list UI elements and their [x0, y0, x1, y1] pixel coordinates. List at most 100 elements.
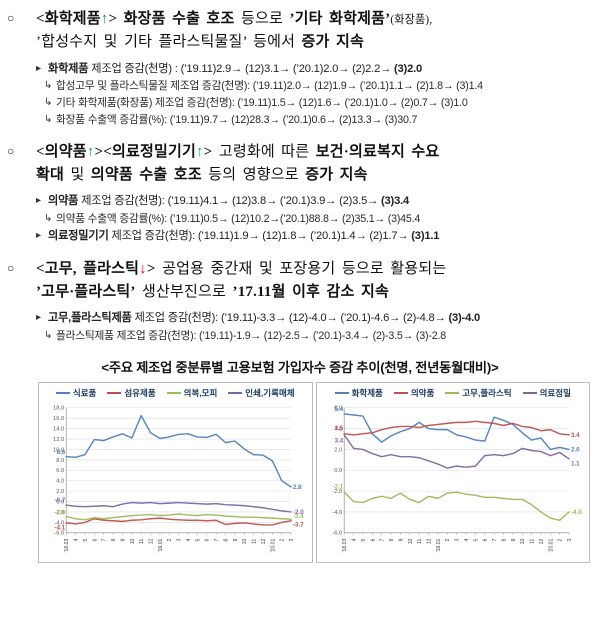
detail-subline: ↳ 기타 화학제품(화장품) 제조업 증감(천명): (’19.11)1.5→ (… — [44, 95, 594, 112]
legend-line-icon — [393, 392, 408, 395]
text-segment: ’고무·플라스틱’ — [36, 283, 136, 300]
svg-text:0.0: 0.0 — [334, 468, 342, 474]
svg-text:-3.7: -3.7 — [293, 521, 304, 528]
text-segment: 의약품 수출 호조 — [90, 167, 202, 184]
svg-text:5: 5 — [473, 538, 479, 541]
svg-text:'18.03: '18.03 — [64, 538, 70, 552]
svg-text:11: 11 — [139, 538, 145, 543]
legend-label: 인쇄,기록매체 — [245, 388, 295, 399]
legend-label: 고무,플라스틱 — [462, 388, 512, 399]
text-segment: > — [146, 260, 163, 277]
svg-text:-2.9: -2.9 — [55, 509, 66, 516]
svg-text:10: 10 — [130, 538, 136, 544]
text-segment: ’17.11월 이후 감소 지속 — [232, 283, 389, 300]
text-segment: 플라스틱제품 제조업 증감(천명): (’19.11)-1.9→ (12)-2.… — [56, 329, 446, 342]
svg-text:3: 3 — [177, 538, 183, 541]
svg-text:-6.0: -6.0 — [54, 531, 64, 537]
text-segment: (3)3.4 — [381, 195, 410, 208]
detail-line: ▸ 의료정밀기기 제조업 증감(천명): (’19.11)1.9→ (12)1.8… — [36, 228, 594, 246]
text-segment: 증가 지속 — [301, 34, 364, 51]
svg-text:4.0: 4.0 — [56, 478, 64, 484]
chart-right-svg: -6.0-4.0-2.00.02.04.06.0'18.03 4 5 6 7 8 9 10 11… — [332, 405, 582, 552]
text-segment: ><의료정밀기기 — [94, 143, 196, 160]
text-segment: <고무, 플라스틱 — [36, 260, 140, 277]
legend-label: 의약품 — [410, 388, 435, 399]
sub-arrow-icon: ↳ — [44, 80, 53, 92]
text-segment: (3)-4.0 — [448, 312, 481, 325]
triangle-bullet-icon: ▸ — [36, 312, 41, 324]
section-chemical-details: ▸ 화학제품 제조업 증감(천명) : (’19.11)2.9→ (12)3.1→… — [36, 61, 594, 129]
svg-text:2: 2 — [167, 538, 173, 541]
svg-text:8: 8 — [223, 538, 229, 541]
svg-text:12: 12 — [148, 538, 154, 544]
svg-text:3: 3 — [567, 538, 573, 541]
svg-text:6: 6 — [370, 538, 376, 541]
svg-text:4: 4 — [351, 538, 357, 541]
legend-line-icon — [445, 392, 460, 395]
svg-text:1.1: 1.1 — [571, 460, 580, 467]
legend-item: 의복,모피 — [166, 387, 217, 399]
legend-line-icon — [334, 392, 349, 395]
svg-text:8.6: 8.6 — [57, 449, 66, 456]
text-segment: 화학제품 — [48, 62, 89, 75]
svg-text:3.4: 3.4 — [571, 432, 580, 439]
svg-text:16.0: 16.0 — [53, 416, 64, 422]
svg-text:-2.0: -2.0 — [332, 489, 342, 495]
chart-left-box: 식료품 섬유제품 의복,모피 인쇄,기록매체 -6.0 -4.0 -2.0 0.0 2.0 4.… — [38, 381, 313, 563]
text-segment: 및 — [64, 167, 91, 184]
text-segment: 증가 지속 — [305, 167, 368, 184]
bullet-circle-icon: ○ — [7, 260, 15, 275]
svg-text:-4.0: -4.0 — [332, 510, 342, 516]
text-segment: 제조업 증감(천명): (’19.11)4.1→ (12)3.8→ (’20.1… — [78, 195, 381, 208]
sub-arrow-icon: ↳ — [44, 213, 53, 225]
charts-caption: <주요 제조업 중분류별 고용보험 가입자수 증감 추이(천명, 전년동월대비)… — [101, 359, 499, 375]
sub-arrow-icon: ↳ — [44, 329, 53, 341]
svg-text:10: 10 — [407, 538, 413, 544]
section-pharma-details: ▸ 의약품 제조업 증감(천명): (’19.11)4.1→ (12)3.8→ (… — [36, 193, 594, 245]
text-segment: 고령화에 따른 — [218, 143, 316, 160]
triangle-bullet-icon: ▸ — [36, 195, 41, 207]
detail-subline: ↳ 의약품 수출액 증감률(%): (’19.11)0.5→ (12)10.2→(… — [44, 211, 594, 228]
triangle-bullet-icon: ▸ — [36, 230, 41, 241]
svg-text:-2.1: -2.1 — [332, 483, 343, 490]
svg-text:7: 7 — [379, 538, 385, 541]
text-segment: ↑ — [86, 143, 95, 160]
section-pharma: ○ <의약품↑><의료정밀기기↑> 고령화에 따른 보건·의료복지 수요 확대 및… — [6, 141, 594, 246]
detail-line: ▸ 의약품 제조업 증감(천명): (’19.11)4.1→ (12)3.8→ (… — [36, 193, 594, 211]
text-segment: > — [203, 143, 219, 160]
svg-text:8: 8 — [111, 538, 117, 541]
text-segment: (3)1.1 — [411, 230, 440, 242]
svg-text:8.0: 8.0 — [56, 458, 64, 464]
section-rubber-plastic: ○ <고무, 플라스틱↓> 공업용 중간재 및 포장용기 등으로 활용되는 ’고무… — [6, 258, 594, 345]
detail-line: ▸ 화학제품 제조업 증감(천명) : (’19.11)2.9→ (12)3.1→… — [36, 61, 594, 79]
svg-text:10.0: 10.0 — [53, 447, 64, 453]
svg-text:2: 2 — [445, 538, 451, 541]
text-segment: ↓ — [139, 260, 147, 277]
svg-text:2.0: 2.0 — [571, 446, 580, 453]
section-rubber-details: ▸ 고무,플라스틱제품 제조업 증감(천명): (’19.11)-3.3→ (12… — [36, 310, 594, 345]
legend-line-icon — [166, 392, 181, 395]
legend-line-icon — [522, 392, 537, 395]
text-segment: 생산부진으로 — [135, 283, 233, 300]
text-segment: 합성고무 및 플라스틱물질 제조업 증감(천명): (’19.11)2.0→ (… — [56, 80, 483, 93]
svg-text:3: 3 — [454, 538, 460, 541]
detail-line: ▸ 고무,플라스틱제품 제조업 증감(천명): (’19.11)-3.3→ (12… — [36, 310, 594, 328]
svg-text:'18.03: '18.03 — [342, 538, 348, 552]
legend-line-icon — [107, 392, 122, 395]
svg-text:4.0: 4.0 — [334, 426, 342, 432]
legend-line-icon — [55, 392, 70, 395]
legend-label: 식료품 — [72, 388, 97, 399]
svg-text:6.0: 6.0 — [56, 468, 64, 474]
sub-arrow-icon: ↳ — [44, 114, 53, 125]
svg-text:9: 9 — [510, 538, 516, 541]
svg-text:6: 6 — [92, 538, 98, 541]
text-segment: 제조업 증감(천명): (’19.11)-3.3→ (12)-4.0→ (’20… — [131, 312, 449, 325]
text-segment: ’합성수지 및 기타 플라스틱물질’ 등에서 — [36, 34, 302, 51]
svg-text:9: 9 — [398, 538, 404, 541]
text-segment: 의약품 — [48, 195, 79, 208]
svg-text:6: 6 — [205, 538, 211, 541]
svg-text:-6.0: -6.0 — [332, 531, 342, 537]
svg-text:5.4: 5.4 — [334, 406, 343, 413]
legend-label: 화학제품 — [351, 388, 383, 399]
text-segment: ↑ — [100, 11, 109, 27]
